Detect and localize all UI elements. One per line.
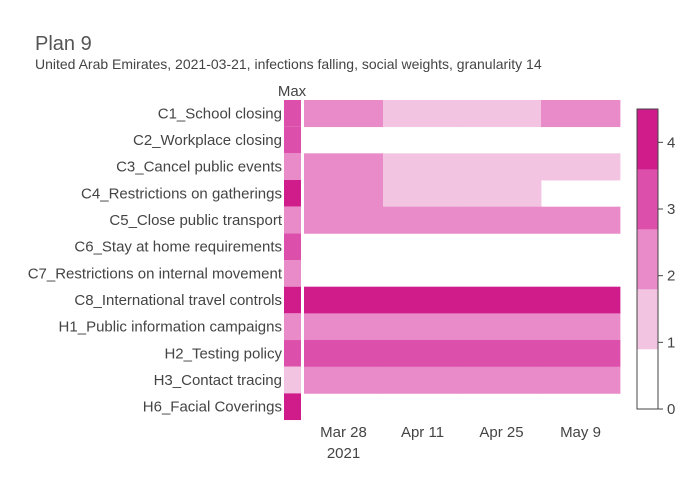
- heatmap-cell: [541, 286, 621, 314]
- heatmap-cell: [304, 100, 384, 128]
- heatmap-cell: [304, 153, 384, 181]
- heatmap-cell: [383, 180, 463, 208]
- max-cell: [284, 366, 301, 394]
- colorbar-segment: [637, 109, 658, 170]
- heatmap-cell: [304, 313, 384, 341]
- x-axis-ticks: Mar 28 2021 Apr 11 Apr 25 May 9: [320, 424, 601, 462]
- colorbar-tick-label: 0: [667, 401, 675, 418]
- colorbar-tick-label: 4: [667, 134, 675, 151]
- row-label: C1_School closing: [158, 105, 282, 122]
- heatmap-cell: [462, 206, 542, 234]
- heatmap-cell: [304, 340, 384, 368]
- x-tick-label: May 9: [560, 424, 601, 441]
- x-tick-label: Mar 28: [320, 424, 367, 441]
- row-label: C4_Restrictions on gatherings: [81, 185, 282, 202]
- heatmap-cell: [383, 313, 463, 341]
- row-label: C7_Restrictions on internal movement: [28, 265, 283, 282]
- x-tick-sublabel: 2021: [327, 445, 360, 462]
- max-column-label: Max: [278, 83, 307, 100]
- colorbar-segment: [637, 289, 658, 350]
- row-label: H2_Testing policy: [164, 345, 282, 362]
- colorbar-segment: [637, 169, 658, 230]
- row-label: H6_Facial Coverings: [143, 399, 282, 416]
- max-cell: [284, 126, 301, 154]
- heatmap-cell: [541, 153, 621, 181]
- heatmap-cell: [462, 340, 542, 368]
- colorbar-segment: [637, 349, 658, 410]
- heatmap-cell: [383, 153, 463, 181]
- max-cell: [284, 233, 301, 261]
- row-label: C5_Close public transport: [109, 212, 282, 229]
- max-cell: [284, 286, 301, 314]
- x-tick-label: Apr 11: [401, 424, 444, 441]
- x-tick-label: Apr 25: [479, 424, 523, 441]
- heatmap-cell: [541, 366, 621, 394]
- row-label: C8_International travel controls: [74, 292, 282, 309]
- colorbar-tick-label: 3: [667, 201, 675, 218]
- row-label: C2_Workplace closing: [133, 132, 282, 149]
- colorbar-tick-label: 1: [667, 334, 675, 351]
- heatmap-cell: [383, 100, 463, 128]
- heatmap-cell: [304, 286, 384, 314]
- heatmap-cell: [541, 100, 621, 128]
- heatmap-cell: [462, 286, 542, 314]
- heatmap-cell: [383, 366, 463, 394]
- row-label: H3_Contact tracing: [154, 372, 282, 389]
- heatmap-cell: [383, 340, 463, 368]
- colorbar-segment: [637, 229, 658, 290]
- heatmap-cell: [462, 180, 542, 208]
- heatmap-cell: [383, 206, 463, 234]
- heatmap-cell: [462, 153, 542, 181]
- max-cell: [284, 100, 301, 127]
- max-cell: [284, 260, 301, 287]
- heatmap-cell: [541, 206, 621, 234]
- heatmap-cell: [383, 286, 463, 314]
- chart-subtitle: United Arab Emirates, 2021-03-21, infect…: [35, 56, 542, 72]
- max-cell: [284, 313, 301, 341]
- max-cell: [284, 340, 301, 367]
- heatmap-cell: [462, 313, 542, 341]
- colorbar-tick-label: 2: [667, 268, 675, 285]
- heatmap-cell: [304, 366, 384, 394]
- row-labels: C1_School closing C2_Workplace closing C3_…: [28, 105, 283, 415]
- max-cells: [284, 100, 301, 421]
- colorbar-outline: [636, 108, 659, 410]
- heatmap-cell: [304, 180, 384, 208]
- max-cell: [284, 180, 301, 207]
- heatmap-cell: [462, 100, 542, 128]
- row-label: H1_Public information campaigns: [59, 319, 282, 336]
- chart-title: Plan 9: [35, 33, 92, 55]
- max-cell: [284, 206, 301, 234]
- heatmap-cell: [304, 206, 384, 234]
- heatmap-cell: [541, 313, 621, 341]
- heatmap-cell: [541, 340, 621, 368]
- heat-cells: [304, 100, 621, 394]
- max-cell: [284, 393, 301, 421]
- colorbar: 0 1 2 3 4: [636, 108, 675, 418]
- max-cell: [284, 153, 301, 181]
- row-label: C3_Cancel public events: [116, 159, 282, 176]
- row-label: C6_Stay at home requirements: [74, 239, 282, 256]
- heatmap-cell: [462, 366, 542, 394]
